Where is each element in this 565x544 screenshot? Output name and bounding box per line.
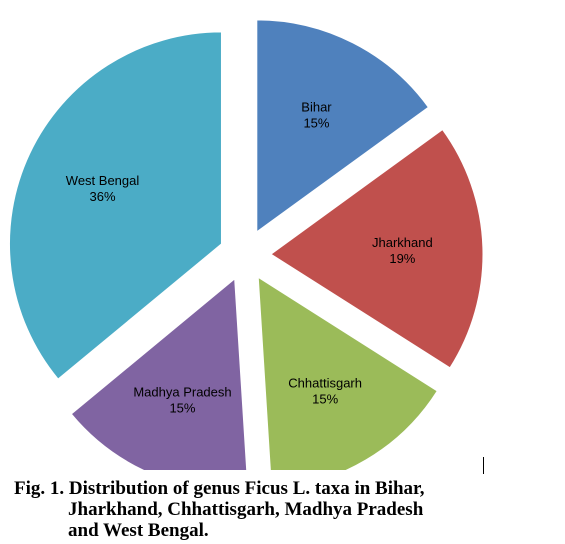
caption-line-3: and West Bengal. xyxy=(68,520,209,541)
slice-percent-bihar: 15% xyxy=(303,116,329,131)
pie-chart: Bihar15%Jharkhand19%Chhattisgarh15%Madhy… xyxy=(8,19,484,470)
slice-label-bihar: Bihar xyxy=(301,100,332,115)
caption-line-1: Fig. 1. Distribution of genus Ficus L. t… xyxy=(14,478,425,499)
pie-slice-bihar xyxy=(256,19,430,233)
pie-slice-chhattisgarh xyxy=(257,276,438,470)
slice-label-jharkhand: Jharkhand xyxy=(372,235,433,250)
slice-percent-jharkhand: 19% xyxy=(389,251,415,266)
pie-slice-jharkhand xyxy=(270,128,484,369)
slice-percent-chhattisgarh: 15% xyxy=(312,392,338,407)
caption-line-2: Jharkhand, Chhattisgarh, Madhya Pradesh xyxy=(68,499,424,520)
pie-slice-west-bengal xyxy=(8,31,222,380)
slice-percent-west-bengal: 36% xyxy=(90,189,116,204)
slice-label-west-bengal: West Bengal xyxy=(66,173,140,188)
slice-label-madhya-pradesh: Madhya Pradesh xyxy=(133,384,231,399)
slice-percent-madhya-pradesh: 15% xyxy=(169,400,195,415)
slice-label-chhattisgarh: Chhattisgarh xyxy=(288,376,362,391)
figure-caption: Fig. 1. Distribution of genus Ficus L. t… xyxy=(14,478,514,541)
text-cursor xyxy=(483,457,484,474)
pie-slice-madhya-pradesh xyxy=(70,277,248,470)
